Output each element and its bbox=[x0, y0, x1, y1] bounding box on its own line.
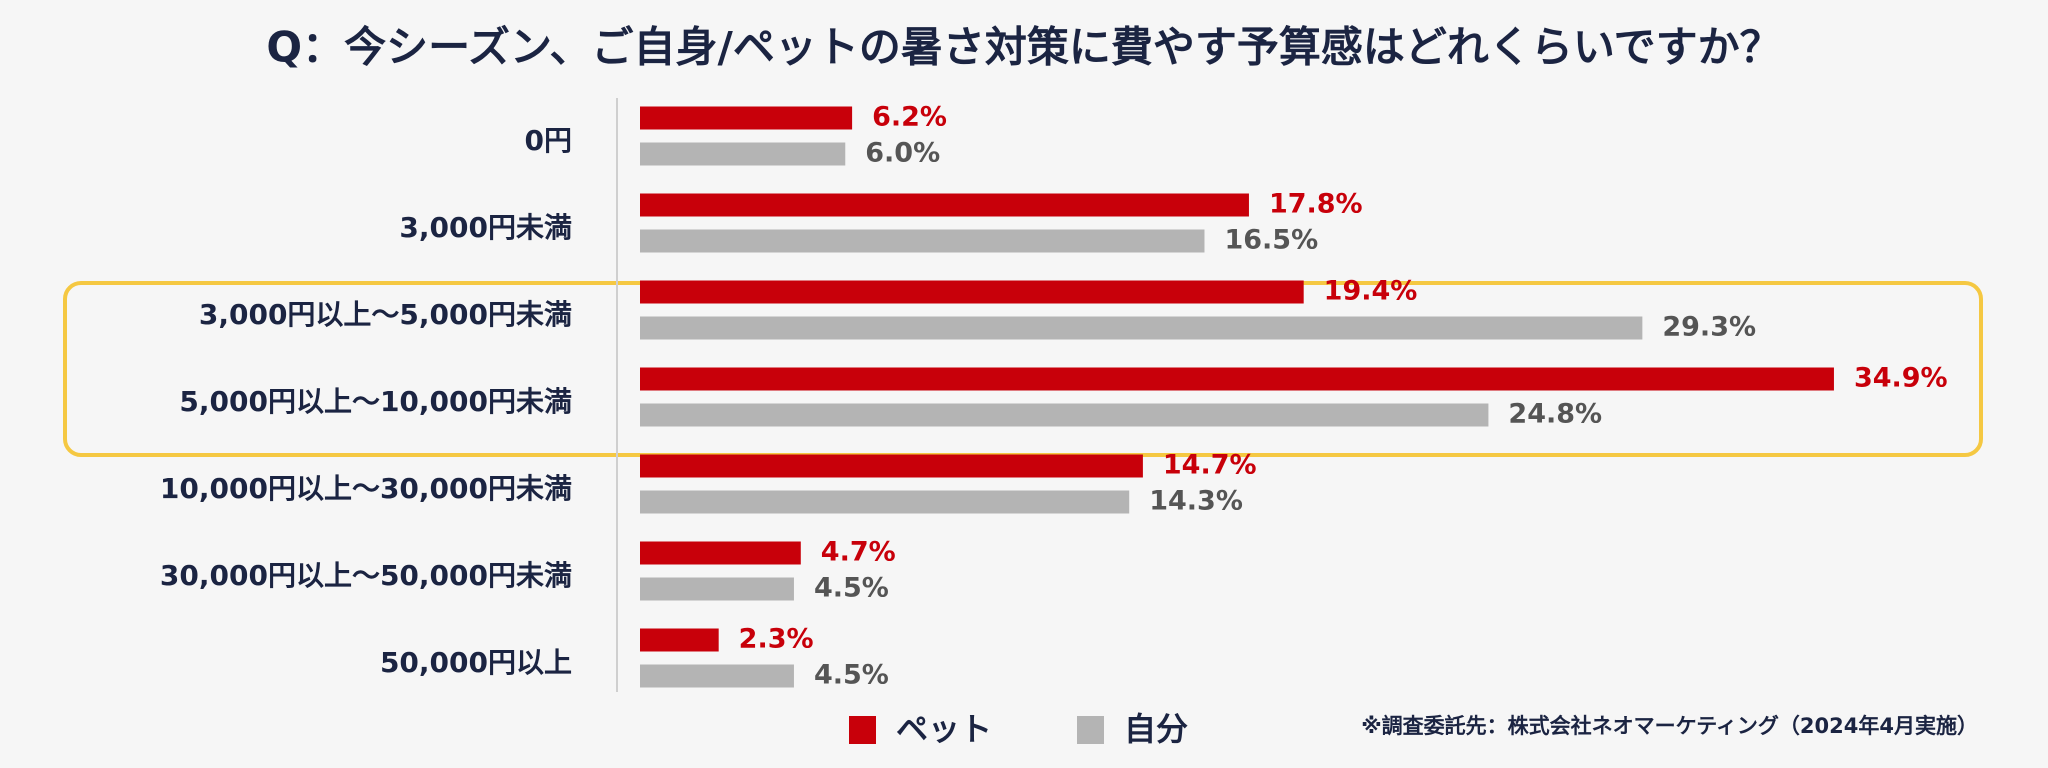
value-label: 16.5% bbox=[1224, 225, 1318, 256]
value-label: 2.3% bbox=[739, 624, 814, 655]
bar bbox=[640, 628, 719, 652]
y-tick-label: 10,000円以上〜30,000円未満 bbox=[160, 472, 572, 505]
legend-label: ペット bbox=[896, 710, 992, 748]
chart-title: Q：今シーズン、ご自身/ペットの暑さ対策に費やす予算感はどれくらいですか？ bbox=[266, 23, 1781, 72]
source-note: ※調査委託先：株式会社ネオマーケティング（2024年4月実施） bbox=[1361, 714, 1978, 738]
value-label: 19.4% bbox=[1324, 276, 1418, 307]
value-label: 34.9% bbox=[1854, 363, 1948, 394]
value-label: 14.3% bbox=[1149, 486, 1243, 517]
value-label: 24.8% bbox=[1508, 399, 1602, 430]
y-tick-label: 30,000円以上〜50,000円未満 bbox=[160, 559, 572, 592]
bar bbox=[640, 193, 1249, 217]
bar bbox=[640, 367, 1834, 391]
bar bbox=[640, 664, 794, 688]
value-label: 17.8% bbox=[1269, 189, 1363, 220]
bar bbox=[640, 454, 1143, 478]
bar bbox=[640, 403, 1489, 427]
value-label: 6.2% bbox=[872, 102, 947, 133]
y-tick-label: 50,000円以上 bbox=[380, 646, 572, 679]
value-label: 4.5% bbox=[814, 660, 889, 691]
value-label: 4.5% bbox=[814, 573, 889, 604]
bar bbox=[640, 280, 1304, 304]
y-tick-label: 5,000円以上〜10,000円未満 bbox=[179, 385, 572, 418]
bar bbox=[640, 229, 1205, 253]
legend-label: 自分 bbox=[1124, 710, 1188, 748]
value-label: 6.0% bbox=[865, 138, 940, 169]
y-tick-label: 0円 bbox=[525, 124, 572, 157]
bar bbox=[640, 316, 1643, 340]
value-label: 4.7% bbox=[821, 537, 896, 568]
legend-swatch bbox=[1077, 716, 1104, 744]
legend-swatch bbox=[849, 716, 876, 744]
bar bbox=[640, 577, 794, 601]
bar bbox=[640, 541, 801, 565]
value-label: 29.3% bbox=[1662, 312, 1756, 343]
y-tick-label: 3,000円以上〜5,000円未満 bbox=[199, 298, 572, 331]
value-label: 14.7% bbox=[1163, 450, 1257, 481]
bar bbox=[640, 142, 846, 166]
bar bbox=[640, 106, 853, 130]
bar bbox=[640, 490, 1130, 514]
y-tick-label: 3,000円未満 bbox=[399, 211, 572, 244]
